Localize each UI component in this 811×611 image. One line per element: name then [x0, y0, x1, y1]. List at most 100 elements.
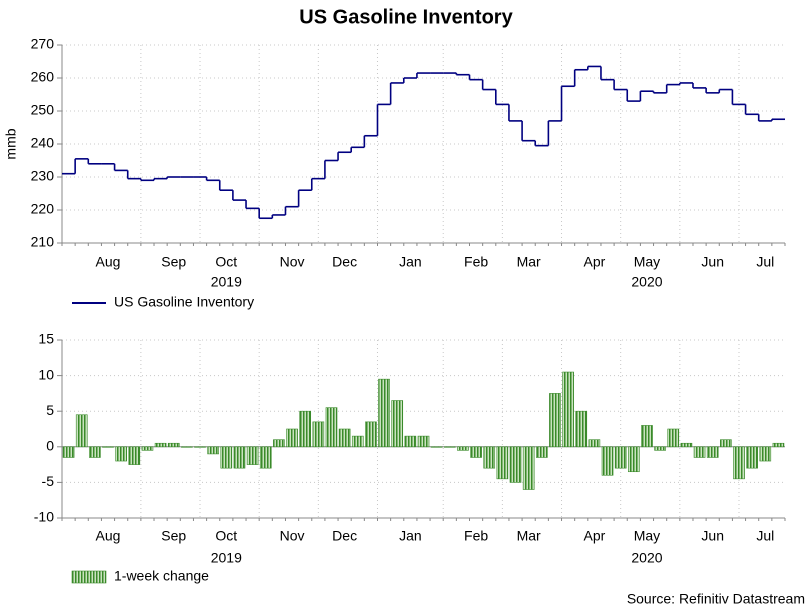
bar — [325, 407, 338, 448]
year-label: 2020 — [631, 550, 662, 566]
chart-title: US Gasoline Inventory — [299, 6, 513, 28]
bar — [601, 446, 614, 476]
bar — [75, 414, 88, 448]
bar — [535, 446, 548, 458]
x-tick-label: Jul — [756, 528, 774, 544]
bar — [312, 421, 325, 448]
x-tick-label: Oct — [215, 254, 237, 270]
bar — [181, 446, 193, 448]
bar — [720, 439, 732, 448]
bar — [194, 446, 206, 448]
y-axis-label: mmb — [3, 128, 19, 159]
y-tick-label: 5 — [46, 402, 54, 418]
legend-label: US Gasoline Inventory — [114, 294, 254, 310]
bar — [338, 428, 351, 448]
y-tick-label: -5 — [42, 473, 55, 489]
y-tick-label: 260 — [31, 69, 55, 85]
bar — [391, 400, 404, 448]
bar — [299, 410, 312, 448]
bar — [351, 435, 364, 448]
bar — [220, 446, 233, 469]
x-tick-label: Aug — [96, 254, 121, 270]
bar — [772, 442, 785, 448]
x-tick-label: Jun — [701, 254, 724, 270]
y-tick-label: 210 — [31, 234, 55, 250]
bar — [207, 446, 219, 455]
bar — [115, 446, 127, 462]
bar — [430, 446, 443, 448]
bar — [522, 446, 535, 490]
bar — [614, 446, 627, 469]
bar — [167, 442, 180, 448]
bar — [641, 425, 653, 448]
bar — [273, 439, 285, 448]
bar — [457, 446, 469, 451]
x-tick-label: Apr — [583, 528, 605, 544]
x-tick-label: Feb — [464, 528, 488, 544]
y-tick-label: 220 — [31, 201, 55, 217]
x-tick-label: Jun — [701, 528, 724, 544]
source: Source: Refinitiv Datastream — [627, 591, 805, 607]
bar — [365, 421, 377, 448]
bar — [417, 435, 430, 448]
bar — [483, 446, 496, 469]
bar — [89, 446, 101, 458]
bar — [680, 442, 693, 448]
x-tick-label: Dec — [332, 528, 357, 544]
bar — [141, 446, 154, 451]
x-tick-label: Jan — [399, 528, 422, 544]
bar — [746, 446, 758, 469]
x-tick-label: Mar — [517, 254, 541, 270]
bar — [496, 446, 509, 480]
bar — [588, 439, 601, 448]
y-tick-label: 0 — [46, 438, 54, 454]
bar — [154, 442, 167, 448]
x-tick-label: Nov — [280, 254, 305, 270]
bar — [562, 371, 574, 448]
bar — [259, 446, 272, 469]
x-tick-label: Apr — [583, 254, 605, 270]
legend-swatch — [71, 570, 107, 584]
bar — [443, 446, 456, 448]
y-tick-label: 10 — [38, 366, 54, 382]
x-tick-label: Jul — [756, 254, 774, 270]
bar — [706, 446, 719, 458]
year-label: 2019 — [211, 274, 242, 290]
x-tick-label: Feb — [464, 254, 488, 270]
x-tick-label: Aug — [96, 528, 121, 544]
bar — [759, 446, 772, 462]
bar — [470, 446, 482, 458]
year-label: 2020 — [631, 274, 662, 290]
x-tick-label: Sep — [161, 254, 186, 270]
x-tick-label: May — [634, 254, 660, 270]
bar — [509, 446, 522, 483]
bar — [233, 446, 246, 469]
bar — [667, 428, 680, 448]
bar — [549, 393, 561, 448]
y-tick-label: 240 — [31, 135, 55, 151]
x-tick-label: Nov — [280, 528, 305, 544]
y-tick-label: 250 — [31, 102, 55, 118]
y-tick-label: 15 — [38, 331, 54, 347]
bar — [733, 446, 745, 480]
bar — [128, 446, 141, 465]
y-tick-label: 270 — [31, 36, 55, 52]
x-tick-label: Mar — [517, 528, 541, 544]
year-label: 2019 — [211, 550, 242, 566]
bar — [693, 446, 706, 458]
bar — [102, 446, 114, 448]
bar — [378, 378, 390, 448]
bar — [246, 446, 259, 465]
bar — [575, 410, 588, 448]
y-tick-label: -10 — [34, 509, 54, 525]
x-tick-label: Jan — [399, 254, 422, 270]
bar — [286, 428, 298, 448]
x-tick-label: May — [634, 528, 660, 544]
x-tick-label: Oct — [215, 528, 237, 544]
y-tick-label: 230 — [31, 168, 55, 184]
bar — [654, 446, 666, 451]
x-tick-label: Dec — [332, 254, 357, 270]
legend-label: 1-week change — [114, 568, 209, 584]
x-tick-label: Sep — [161, 528, 186, 544]
